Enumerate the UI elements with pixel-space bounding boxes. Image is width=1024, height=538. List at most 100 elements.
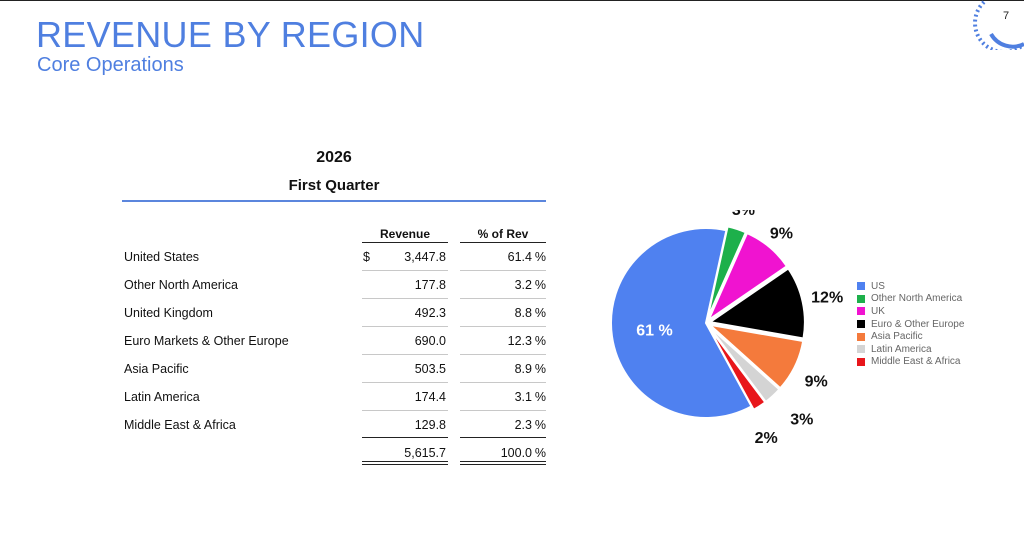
table-row-pct: 8.8% bbox=[460, 306, 546, 320]
currency-symbol: $ bbox=[363, 250, 370, 264]
table-row-revenue: 690.0 bbox=[414, 334, 446, 348]
table-total-pct: 100.0% bbox=[460, 446, 546, 460]
table-row-revenue: 492.3 bbox=[414, 306, 446, 320]
page-title: REVENUE BY REGION bbox=[36, 14, 425, 55]
pie-slice bbox=[706, 323, 805, 390]
legend-swatch bbox=[857, 345, 865, 354]
table-row-revenue: 503.5 bbox=[414, 362, 446, 376]
table-row-pct: 12.3% bbox=[460, 334, 546, 348]
legend-label: Other North America bbox=[871, 293, 963, 305]
pct-symbol: % bbox=[534, 446, 546, 460]
legend-swatch bbox=[857, 307, 865, 316]
table-row-pct: 8.9% bbox=[460, 362, 546, 376]
table-row-pct: 2.3% bbox=[460, 418, 546, 432]
pie-slice bbox=[706, 231, 789, 323]
pct-symbol: % bbox=[534, 250, 546, 264]
pie-slice-label: 9% bbox=[770, 225, 793, 242]
table-row-pct: 3.1% bbox=[460, 390, 546, 404]
top-border-line bbox=[0, 0, 1024, 1]
table-period: First Quarter bbox=[288, 177, 380, 194]
pct-symbol: % bbox=[534, 334, 546, 348]
total-double-rule bbox=[460, 461, 546, 462]
table-row-pct: 3.2% bbox=[460, 278, 546, 292]
total-double-rule bbox=[362, 461, 448, 462]
row-divider bbox=[362, 298, 448, 299]
pie-slice bbox=[706, 225, 748, 320]
pie-slice bbox=[707, 325, 767, 412]
legend-label: UK bbox=[871, 305, 885, 317]
revenue-pie-chart: 61 % 3% 9% 12% 9% 3% 2% bbox=[610, 210, 843, 447]
legend-label: US bbox=[871, 280, 885, 292]
legend-item: Euro & Other Europe bbox=[857, 318, 964, 331]
legend-swatch bbox=[857, 294, 865, 303]
pct-symbol: % bbox=[534, 362, 546, 376]
row-divider bbox=[362, 326, 448, 327]
table-row-revenue: 129.8 bbox=[414, 418, 446, 432]
legend-item: US bbox=[857, 280, 964, 293]
legend-label: Asia Pacific bbox=[871, 331, 923, 343]
table-row-pct-value: 3.2 bbox=[514, 278, 532, 292]
table-row-pct-value: 8.8 bbox=[514, 306, 532, 320]
total-top-rule bbox=[460, 437, 546, 438]
legend-swatch bbox=[857, 357, 865, 366]
row-divider bbox=[362, 270, 448, 271]
page-subtitle: Core Operations bbox=[37, 54, 184, 76]
total-double-rule bbox=[362, 464, 448, 465]
pie-slice-label: 12% bbox=[811, 290, 843, 307]
pie-legend: US Other North America UK Euro & Other Euro… bbox=[857, 280, 964, 368]
row-divider bbox=[460, 410, 546, 411]
page-number: 7 bbox=[1003, 10, 1010, 22]
total-double-rule bbox=[460, 464, 546, 465]
row-divider bbox=[362, 354, 448, 355]
column-header-revenue: Revenue bbox=[379, 227, 431, 241]
corner-arc-decoration bbox=[973, 0, 1024, 50]
row-divider bbox=[460, 326, 546, 327]
pct-symbol: % bbox=[534, 306, 546, 320]
legend-item: Middle East & Africa bbox=[857, 356, 964, 369]
pie-slice-label: 3% bbox=[732, 210, 755, 219]
row-divider bbox=[460, 270, 546, 271]
table-row-pct-value: 61.4 bbox=[507, 250, 532, 264]
table-row-pct-value: 3.1 bbox=[514, 390, 532, 404]
pie-slice-label: 3% bbox=[790, 411, 813, 428]
table-row-revenue: 3,447.8 bbox=[404, 250, 446, 264]
pct-symbol: % bbox=[534, 418, 546, 432]
table-total-revenue: 5,615.7 bbox=[404, 446, 446, 460]
table-row-pct-value: 2.3 bbox=[514, 418, 532, 432]
table-row-label: United Kingdom bbox=[124, 306, 213, 320]
table-row-label: Latin America bbox=[124, 390, 200, 404]
revenue-header-rule bbox=[362, 242, 448, 243]
pct-symbol: % bbox=[534, 390, 546, 404]
legend-item: Latin America bbox=[857, 343, 964, 356]
legend-item: UK bbox=[857, 305, 964, 318]
table-row-label: Other North America bbox=[124, 278, 238, 292]
table-total-pct-value: 100.0 bbox=[500, 446, 532, 460]
row-divider bbox=[362, 410, 448, 411]
table-row-label: Euro Markets & Other Europe bbox=[124, 334, 289, 348]
legend-label: Euro & Other Europe bbox=[871, 318, 965, 330]
legend-item: Asia Pacific bbox=[857, 330, 964, 343]
table-row-label: Asia Pacific bbox=[124, 362, 189, 376]
pie-slice-label: 9% bbox=[805, 374, 828, 391]
table-row-revenue: 177.8 bbox=[414, 278, 446, 292]
row-divider bbox=[460, 298, 546, 299]
legend-item: Other North America bbox=[857, 293, 964, 306]
pie-slice-label: 2% bbox=[755, 430, 778, 447]
legend-swatch bbox=[857, 282, 865, 291]
pie-slice bbox=[707, 267, 806, 340]
pct-header-rule bbox=[460, 242, 546, 243]
table-row-label: United States bbox=[124, 250, 200, 264]
row-divider bbox=[460, 382, 546, 383]
pie-slice-label: 61 % bbox=[636, 322, 672, 339]
total-top-rule bbox=[362, 437, 448, 438]
legend-swatch bbox=[857, 332, 865, 341]
row-divider bbox=[362, 382, 448, 383]
legend-label: Latin America bbox=[871, 343, 932, 355]
pct-symbol: % bbox=[534, 278, 546, 292]
legend-swatch bbox=[857, 320, 865, 329]
period-underline bbox=[122, 200, 546, 202]
table-row-label: Middle East & Africa bbox=[124, 418, 236, 432]
row-divider bbox=[460, 354, 546, 355]
table-row-pct: 61.4% bbox=[460, 250, 546, 264]
column-header-pct: % of Rev bbox=[477, 227, 529, 241]
